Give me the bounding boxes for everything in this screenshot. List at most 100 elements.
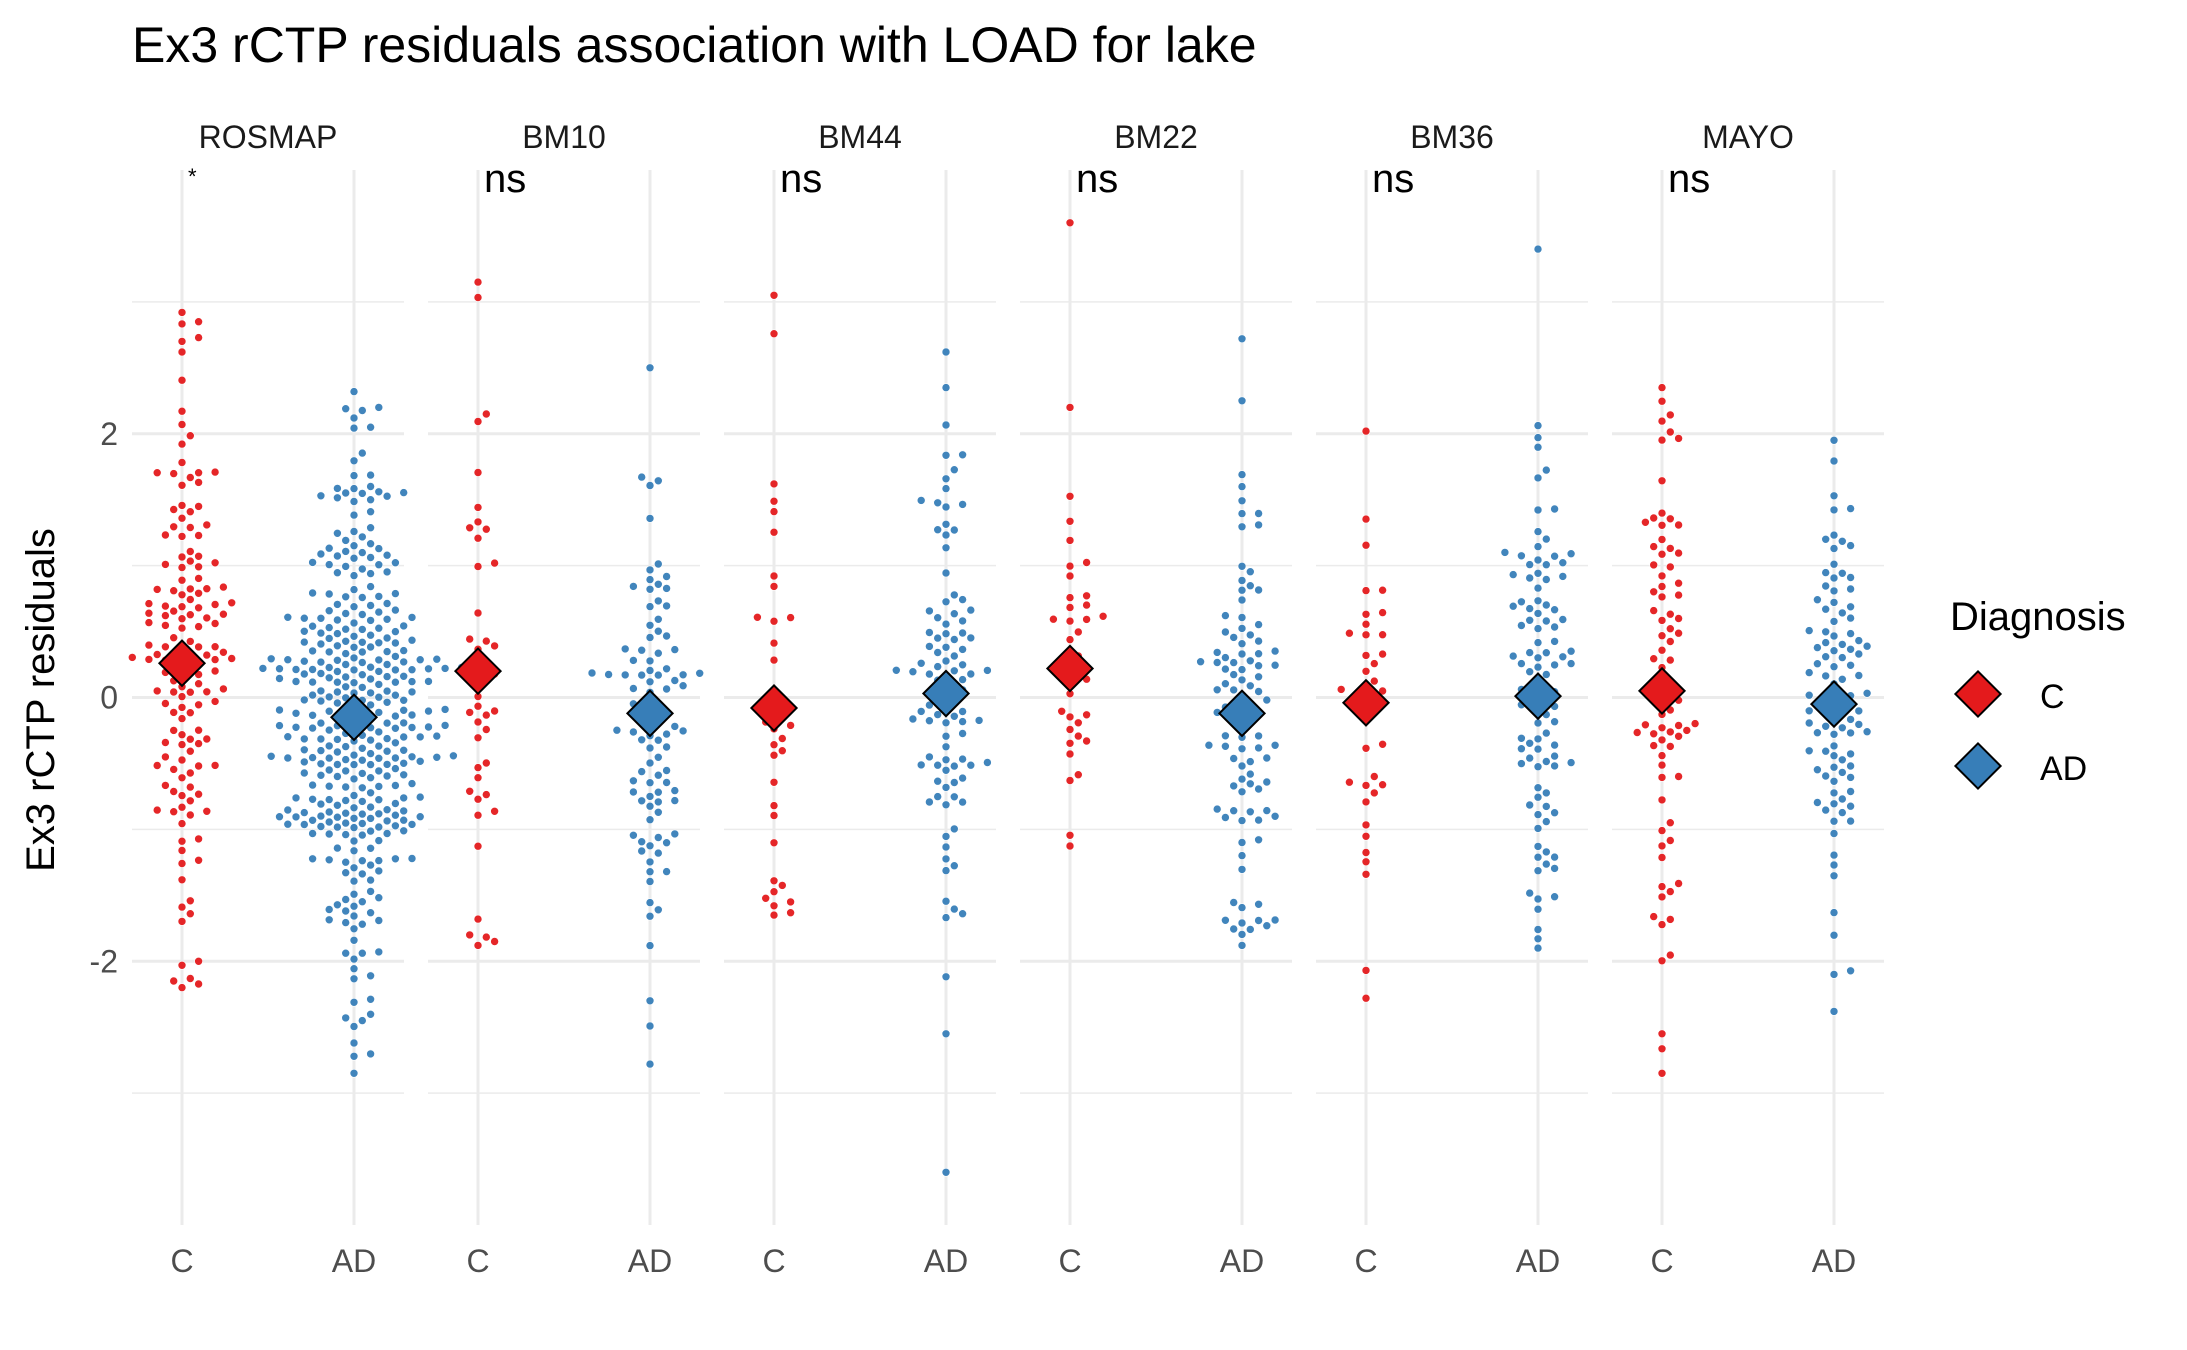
x-tick-label: AD bbox=[1516, 1243, 1560, 1279]
data-point bbox=[1237, 595, 1247, 605]
data-point bbox=[161, 752, 170, 762]
group-ad bbox=[1196, 334, 1280, 950]
data-point bbox=[662, 664, 671, 674]
data-point bbox=[473, 503, 483, 512]
mean-marker bbox=[329, 693, 379, 742]
data-point bbox=[349, 803, 359, 813]
data-point bbox=[407, 779, 417, 788]
data-point bbox=[152, 805, 162, 815]
data-point bbox=[349, 642, 359, 652]
data-point bbox=[202, 520, 212, 530]
data-point bbox=[949, 711, 959, 721]
data-point bbox=[933, 525, 943, 535]
data-point bbox=[1221, 731, 1230, 741]
data-point bbox=[1550, 740, 1559, 750]
data-point bbox=[374, 607, 384, 617]
x-tick-label: AD bbox=[924, 1243, 968, 1279]
data-point bbox=[1690, 719, 1700, 728]
data-point bbox=[1550, 808, 1559, 818]
data-point bbox=[382, 734, 392, 743]
data-point bbox=[653, 626, 663, 636]
data-point bbox=[1254, 509, 1263, 518]
data-point bbox=[407, 635, 417, 645]
data-point bbox=[391, 781, 400, 790]
data-point bbox=[308, 646, 317, 656]
data-point bbox=[316, 799, 326, 809]
data-point bbox=[1666, 655, 1675, 665]
data-point bbox=[653, 735, 663, 745]
data-point bbox=[219, 684, 228, 694]
data-point bbox=[349, 889, 359, 899]
data-point bbox=[177, 480, 187, 490]
data-point bbox=[1829, 586, 1839, 596]
data-point bbox=[308, 829, 317, 838]
data-point bbox=[1254, 661, 1263, 671]
data-point bbox=[1237, 675, 1247, 685]
data-point bbox=[1550, 504, 1559, 514]
data-point bbox=[1533, 783, 1543, 793]
data-point bbox=[1246, 807, 1255, 817]
data-point bbox=[653, 833, 663, 842]
data-point bbox=[645, 666, 655, 675]
data-point bbox=[275, 674, 284, 683]
group-c bbox=[453, 277, 503, 950]
data-point bbox=[925, 642, 934, 651]
data-point bbox=[662, 742, 671, 752]
data-point bbox=[357, 869, 367, 879]
data-point bbox=[1657, 396, 1667, 406]
data-point bbox=[941, 755, 951, 765]
data-point bbox=[1838, 653, 1847, 662]
group-ad bbox=[1804, 435, 1872, 1016]
data-point bbox=[637, 837, 647, 847]
data-point bbox=[1345, 628, 1354, 638]
data-point bbox=[1829, 662, 1839, 672]
data-point bbox=[374, 916, 384, 925]
data-point bbox=[349, 823, 359, 832]
data-point bbox=[194, 834, 203, 844]
data-point bbox=[1254, 743, 1263, 753]
data-point bbox=[374, 727, 384, 737]
data-point bbox=[949, 465, 959, 475]
data-point bbox=[366, 788, 375, 798]
data-point bbox=[374, 836, 384, 845]
data-point bbox=[1361, 848, 1371, 857]
data-point bbox=[186, 473, 195, 482]
data-point bbox=[1229, 781, 1238, 791]
data-point bbox=[1542, 670, 1551, 679]
data-point bbox=[941, 530, 951, 540]
data-point bbox=[1838, 723, 1847, 733]
data-point bbox=[308, 794, 317, 804]
data-point bbox=[316, 686, 326, 696]
data-point bbox=[1846, 749, 1855, 759]
data-point bbox=[1254, 649, 1263, 659]
data-point bbox=[1533, 596, 1543, 606]
data-point bbox=[349, 571, 359, 580]
group-c bbox=[1336, 426, 1391, 1003]
data-point bbox=[391, 799, 400, 808]
data-point bbox=[1082, 600, 1091, 610]
data-point bbox=[177, 614, 187, 624]
data-point bbox=[308, 815, 317, 825]
data-point bbox=[415, 756, 425, 766]
significance-annotation: ns bbox=[780, 157, 822, 201]
data-point bbox=[941, 420, 951, 430]
data-point bbox=[974, 716, 984, 725]
data-point bbox=[349, 456, 359, 466]
data-point bbox=[283, 732, 293, 742]
data-point bbox=[324, 692, 334, 702]
data-point bbox=[1065, 491, 1075, 501]
data-point bbox=[1246, 769, 1255, 779]
data-point bbox=[1846, 660, 1855, 670]
data-point bbox=[391, 638, 400, 648]
data-point bbox=[933, 710, 943, 719]
data-point bbox=[194, 574, 203, 583]
data-point bbox=[1237, 903, 1247, 912]
data-point bbox=[169, 687, 178, 697]
data-point bbox=[291, 812, 301, 822]
data-point bbox=[308, 677, 317, 687]
data-point bbox=[382, 746, 392, 756]
data-point bbox=[169, 708, 178, 717]
data-point bbox=[341, 562, 351, 571]
data-point bbox=[440, 664, 450, 673]
data-point bbox=[1229, 670, 1238, 679]
